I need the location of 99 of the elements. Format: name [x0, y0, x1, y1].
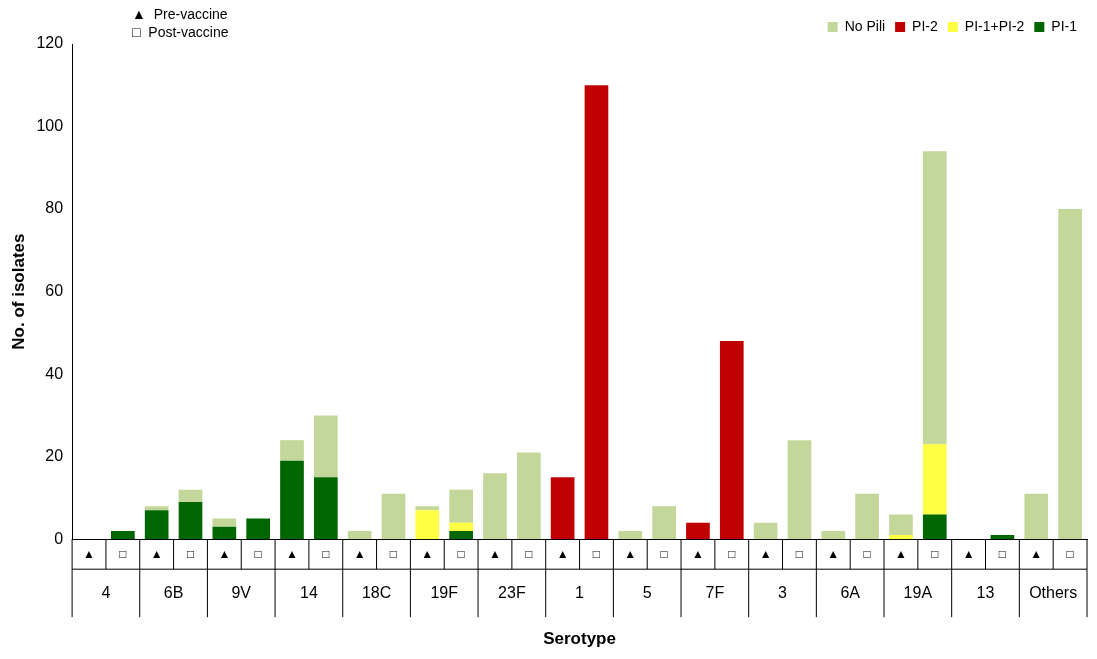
x-tick-label: ▲ — [556, 546, 569, 561]
bar — [449, 489, 473, 523]
bar — [449, 522, 473, 531]
text: 1 — [575, 583, 585, 601]
bar — [178, 489, 203, 503]
x-tick-label: □ — [457, 546, 465, 561]
bar — [821, 530, 846, 540]
x-tick-label: □ — [998, 546, 1007, 561]
x-tick-label: □ — [525, 546, 533, 561]
text: 13 — [976, 583, 995, 601]
x-tick-label: ▲ — [489, 546, 501, 561]
x-tick-label: ▲ — [421, 546, 434, 561]
legend-label: No Pili — [844, 17, 886, 34]
bar — [381, 493, 406, 540]
bar — [1058, 209, 1082, 540]
legend-label: PI-1+PI-2 — [964, 17, 1025, 34]
text: 14 — [300, 583, 318, 601]
bar — [889, 535, 913, 540]
text: ▲ Pre-vaccine — [132, 5, 228, 22]
y-tick-label: 120 — [36, 34, 64, 52]
x-tick-label: □ — [186, 546, 195, 561]
x-tick-label: ▲ — [353, 546, 366, 561]
bar — [178, 502, 203, 540]
bar — [246, 518, 270, 540]
x-tick-label: ▲ — [759, 546, 772, 561]
y-tick-label: 40 — [45, 364, 64, 382]
bar — [618, 530, 643, 540]
bar — [313, 477, 338, 540]
x-axis-title: Serotype — [543, 629, 616, 649]
x-tick-label: ▲ — [962, 546, 975, 561]
y-tick-label: 20 — [45, 447, 64, 465]
x-tick-label: □ — [728, 546, 736, 561]
bar — [787, 440, 812, 540]
bar — [415, 506, 440, 511]
y-tick-label: 60 — [45, 282, 64, 300]
x-tick-label: □ — [795, 546, 804, 561]
text: Others — [1029, 583, 1078, 601]
x-tick-label: ▲ — [286, 546, 298, 561]
bar — [449, 530, 473, 540]
bar — [212, 518, 237, 527]
bar — [550, 477, 575, 540]
bar — [652, 506, 676, 540]
x-tick-label: □ — [389, 546, 398, 561]
y-tick-label: 80 — [45, 199, 64, 217]
bar — [1024, 493, 1049, 540]
x-tick-label: ▲ — [150, 546, 163, 561]
bar — [719, 341, 744, 540]
text: 19A — [903, 583, 933, 601]
text: 19F — [430, 583, 459, 601]
bar — [686, 522, 710, 540]
x-tick-label: □ — [863, 546, 871, 561]
bar — [313, 415, 338, 478]
text: 9V — [231, 583, 252, 601]
bar — [753, 522, 778, 540]
bar — [144, 506, 169, 511]
bar — [111, 530, 135, 540]
bar — [922, 151, 947, 445]
x-tick-label: □ — [254, 546, 262, 561]
bar — [144, 510, 169, 540]
bar — [516, 452, 541, 540]
bar — [483, 473, 507, 540]
x-tick-label: ▲ — [218, 546, 231, 561]
bar — [922, 444, 947, 515]
x-tick-label: ▲ — [83, 546, 95, 561]
x-tick-label: ▲ — [624, 546, 637, 561]
text: □ Post-vaccine — [132, 23, 229, 40]
x-tick-label: ▲ — [894, 546, 907, 561]
y-axis-title: No. of isolates — [8, 233, 28, 350]
x-tick-label: ▲ — [827, 546, 840, 561]
x-tick-label: □ — [592, 546, 601, 561]
bar — [990, 535, 1015, 540]
bar — [855, 493, 879, 540]
text: 4 — [101, 583, 111, 601]
bar — [347, 530, 372, 540]
bar — [584, 85, 609, 540]
text: 7F — [705, 583, 725, 601]
legend-label: PI-2 — [912, 17, 939, 34]
x-tick-label: □ — [119, 546, 127, 561]
bar — [415, 510, 440, 540]
bar — [212, 526, 237, 540]
y-tick-label: 100 — [36, 116, 64, 134]
x-tick-label: ▲ — [692, 546, 704, 561]
text: 23F — [498, 583, 526, 601]
text: 6B — [163, 583, 184, 601]
bar — [922, 514, 947, 540]
text: 6A — [840, 583, 861, 601]
x-tick-label: □ — [322, 546, 330, 561]
text: 5 — [642, 583, 652, 601]
bar — [889, 514, 913, 536]
x-tick-label: ▲ — [1030, 546, 1043, 561]
x-tick-label: □ — [1066, 546, 1074, 561]
bar — [280, 460, 304, 540]
text: 18C — [361, 583, 392, 601]
y-tick-label: 0 — [54, 529, 64, 547]
x-tick-label: □ — [931, 546, 939, 561]
x-tick-label: □ — [660, 546, 668, 561]
text: 3 — [778, 583, 788, 601]
legend-label: PI-1 — [1051, 17, 1078, 34]
bar — [280, 440, 304, 461]
